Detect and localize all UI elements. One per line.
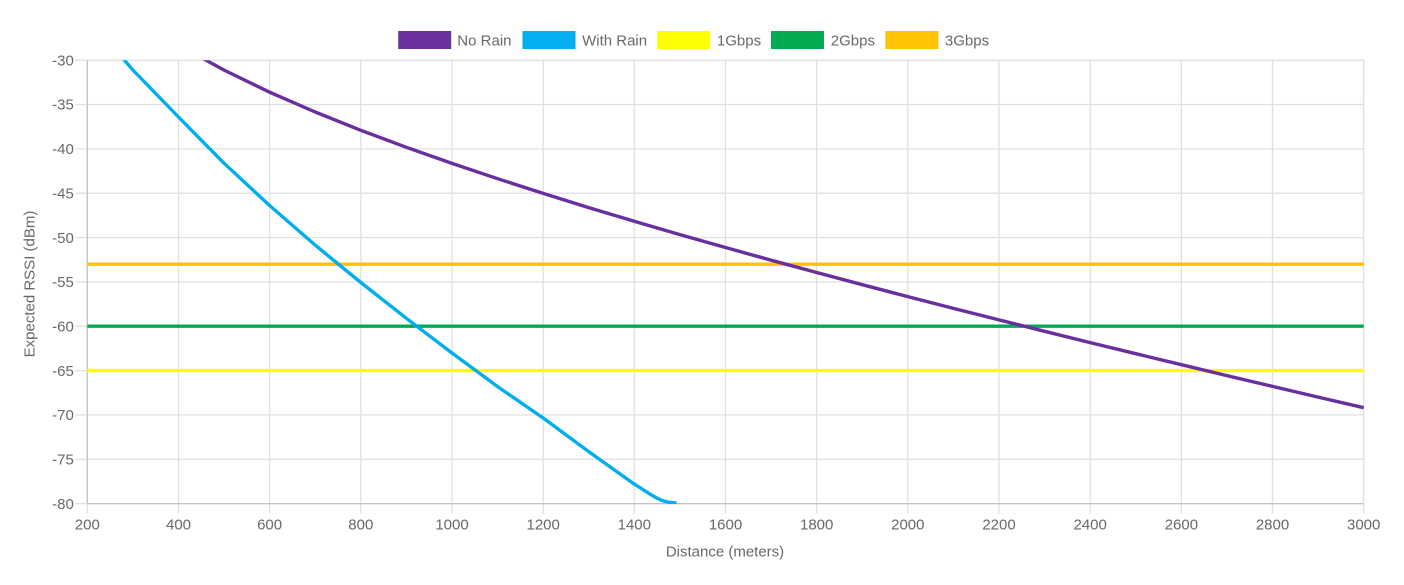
svg-text:-80: -80 [52, 496, 74, 513]
svg-text:2600: 2600 [1165, 517, 1198, 534]
svg-text:3Gbps: 3Gbps [945, 32, 989, 49]
svg-text:-35: -35 [52, 97, 74, 114]
svg-text:2000: 2000 [891, 517, 924, 534]
svg-text:3000: 3000 [1347, 517, 1380, 534]
svg-text:400: 400 [166, 517, 191, 534]
svg-text:1000: 1000 [435, 517, 468, 534]
svg-text:-45: -45 [52, 185, 74, 202]
svg-text:2400: 2400 [1074, 517, 1107, 534]
svg-text:With Rain: With Rain [582, 32, 647, 49]
svg-text:2200: 2200 [982, 517, 1015, 534]
svg-text:1400: 1400 [618, 517, 651, 534]
svg-text:1Gbps: 1Gbps [717, 32, 761, 49]
svg-text:Distance (meters): Distance (meters) [666, 543, 784, 560]
svg-text:-40: -40 [52, 141, 74, 158]
svg-text:2800: 2800 [1256, 517, 1289, 534]
svg-text:-60: -60 [52, 318, 74, 335]
svg-text:2Gbps: 2Gbps [831, 32, 875, 49]
svg-text:No Rain: No Rain [457, 32, 511, 49]
svg-text:-30: -30 [52, 52, 74, 69]
svg-text:1200: 1200 [527, 517, 560, 534]
svg-text:600: 600 [257, 517, 282, 534]
svg-text:-55: -55 [52, 274, 74, 291]
svg-text:-50: -50 [52, 230, 74, 247]
svg-text:800: 800 [348, 517, 373, 534]
svg-text:1600: 1600 [709, 517, 742, 534]
svg-text:1800: 1800 [800, 517, 833, 534]
svg-text:-75: -75 [52, 452, 74, 469]
svg-text:200: 200 [75, 517, 100, 534]
svg-text:-70: -70 [52, 407, 74, 424]
svg-text:Expected RSSI (dBm): Expected RSSI (dBm) [22, 211, 39, 358]
svg-text:-65: -65 [52, 363, 74, 380]
